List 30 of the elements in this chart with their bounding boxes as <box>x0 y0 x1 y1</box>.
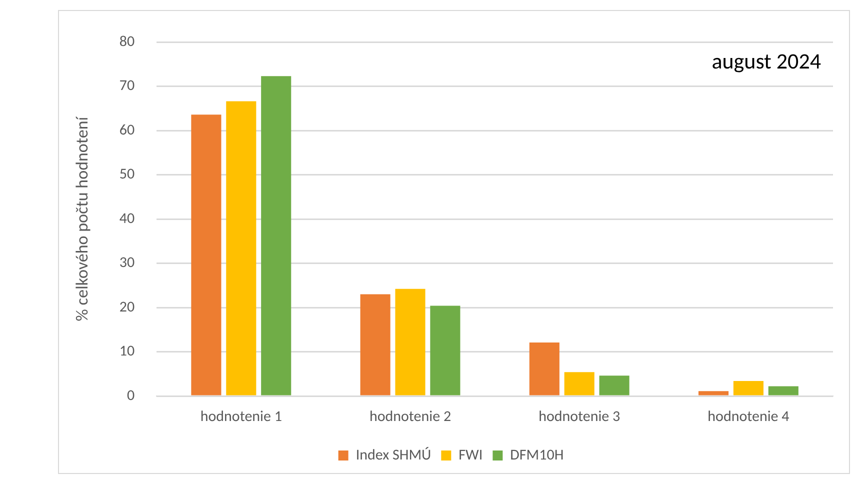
y-tick-label: 20 <box>119 298 135 316</box>
bar <box>226 101 256 396</box>
bar <box>191 114 222 396</box>
x-tick-label: hodnotenie 2 <box>369 408 452 426</box>
y-tick-label: 80 <box>119 32 135 51</box>
y-tick-label: 40 <box>119 210 135 228</box>
bar <box>395 288 426 396</box>
bar <box>261 76 292 396</box>
annotation: august 2024 <box>712 48 821 74</box>
legend-label: DFM10H <box>510 446 564 464</box>
x-tick-label: hodnotenie 3 <box>538 408 621 426</box>
y-axis-title: % celkového počtu hodnotení <box>71 116 92 322</box>
y-tick-label: 70 <box>119 77 135 95</box>
y-tick-label: 60 <box>119 121 135 140</box>
bar <box>360 294 390 396</box>
bar <box>768 386 798 396</box>
bar <box>430 306 460 396</box>
bar <box>733 380 764 396</box>
bar <box>698 391 729 396</box>
y-tick-label: 50 <box>119 166 135 184</box>
y-tick-label: 0 <box>126 386 135 405</box>
x-tick-label: hodnotenie 4 <box>708 408 790 426</box>
x-tick-label: hodnotenie 1 <box>200 408 282 426</box>
y-tick-label: 10 <box>119 342 135 360</box>
bar <box>564 372 594 396</box>
legend-label: FWI <box>458 446 483 464</box>
bar <box>599 376 630 396</box>
legend-label: Index SHMÚ <box>356 446 432 464</box>
bar <box>529 342 560 396</box>
y-tick-label: 30 <box>119 254 135 272</box>
